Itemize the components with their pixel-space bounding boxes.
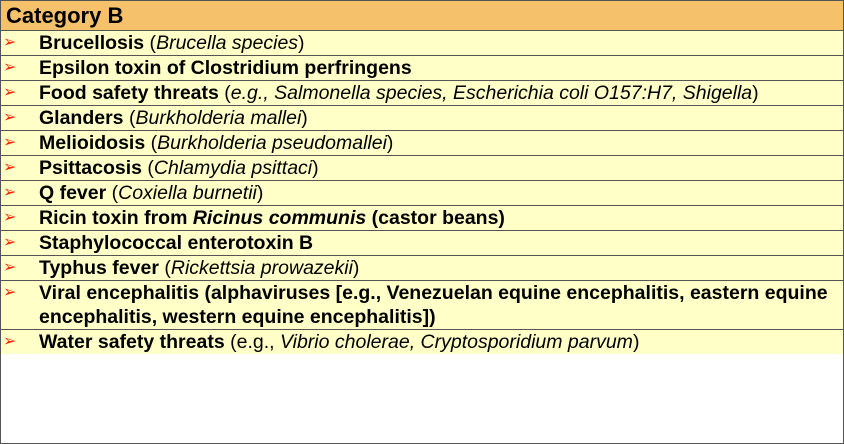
arrow-bullet-icon: ➢ bbox=[3, 333, 17, 350]
item-name-part: (castor beans) bbox=[366, 207, 505, 229]
paren-open: ( bbox=[218, 82, 231, 104]
arrow-bullet-icon: ➢ bbox=[3, 234, 17, 251]
item-detail: Rickettsia prowazekii bbox=[170, 257, 353, 279]
arrow-bullet-icon: ➢ bbox=[3, 59, 17, 76]
paren-close: ) bbox=[298, 32, 305, 54]
paren-close: ) bbox=[386, 132, 394, 154]
item-detail: Coxiella burnetii bbox=[118, 182, 257, 204]
item-name: Water safety threats bbox=[39, 331, 225, 353]
paren-close: ) bbox=[632, 331, 640, 353]
list-item: ➢ Psittacosis (Chlamydia psittaci) bbox=[1, 156, 843, 181]
item-name: Food safety threats bbox=[39, 82, 219, 104]
item-detail: Burkholderia mallei bbox=[135, 107, 302, 129]
list-item: ➢ Brucellosis (Brucella species) bbox=[1, 31, 843, 56]
arrow-bullet-icon: ➢ bbox=[3, 84, 17, 101]
list-item: ➢ Melioidosis (Burkholderia pseudomallei… bbox=[1, 131, 843, 156]
paren-open: (e.g., bbox=[224, 331, 280, 353]
item-text: Food safety threats (e.g., Salmonella sp… bbox=[39, 81, 843, 105]
arrow-bullet-icon: ➢ bbox=[3, 134, 17, 151]
item-text: Water safety threats (e.g., Vibrio chole… bbox=[39, 330, 843, 354]
item-text: Viral encephalitis (alphaviruses [e.g., … bbox=[39, 281, 843, 329]
table-header: Category B bbox=[1, 1, 843, 31]
item-text: Typhus fever (Rickettsia prowazekii) bbox=[39, 256, 843, 280]
paren-close: ) bbox=[352, 257, 360, 279]
arrow-bullet-icon: ➢ bbox=[3, 209, 17, 226]
item-text: Ricin toxin from Ricinus communis (casto… bbox=[39, 206, 843, 230]
item-name: Psittacosis bbox=[39, 157, 142, 179]
item-name: Epsilon toxin of Clostridium perfringens bbox=[39, 57, 412, 79]
list-item: ➢ Water safety threats (e.g., Vibrio cho… bbox=[1, 330, 843, 354]
item-name: Q fever bbox=[39, 182, 107, 204]
item-name: Viral encephalitis (alphaviruses [e.g., … bbox=[39, 282, 828, 328]
item-text: Epsilon toxin of Clostridium perfringens bbox=[39, 56, 843, 80]
item-name: Brucellosis bbox=[39, 32, 145, 54]
list-item: ➢ Staphylococcal enterotoxin B bbox=[1, 231, 843, 256]
paren-open: ( bbox=[158, 257, 171, 279]
item-text: Q fever (Coxiella burnetii) bbox=[39, 181, 843, 205]
paren-close: ) bbox=[301, 107, 308, 129]
item-detail: Chlamydia psittaci bbox=[153, 157, 313, 179]
item-detail: Vibrio cholerae, Cryptosporidium parvum bbox=[279, 331, 633, 353]
paren-close: ) bbox=[256, 182, 264, 204]
list-item: ➢ Q fever (Coxiella burnetii) bbox=[1, 181, 843, 206]
list-item: ➢ Ricin toxin from Ricinus communis (cas… bbox=[1, 206, 843, 231]
item-name-part: Ricin toxin from bbox=[39, 207, 193, 229]
item-name: Glanders bbox=[39, 107, 124, 129]
item-text: Brucellosis (Brucella species) bbox=[39, 31, 843, 55]
item-detail: Brucella species bbox=[156, 32, 299, 54]
list-item: ➢ Epsilon toxin of Clostridium perfringe… bbox=[1, 56, 843, 81]
item-detail: e.g., Salmonella species, Escherichia co… bbox=[230, 82, 753, 104]
arrow-bullet-icon: ➢ bbox=[3, 109, 17, 126]
paren-open: ( bbox=[123, 107, 136, 129]
arrow-bullet-icon: ➢ bbox=[3, 159, 17, 176]
paren-open: ( bbox=[144, 32, 157, 54]
list-item: ➢ Glanders (Burkholderia mallei) bbox=[1, 106, 843, 131]
item-text: Melioidosis (Burkholderia pseudomallei) bbox=[39, 131, 843, 155]
item-name: Typhus fever bbox=[39, 257, 159, 279]
paren-close: ) bbox=[752, 82, 759, 104]
item-name-italic: Ricinus communis bbox=[192, 207, 367, 229]
paren-open: ( bbox=[145, 132, 158, 154]
item-text: Staphylococcal enterotoxin B bbox=[39, 231, 843, 255]
item-name: Staphylococcal enterotoxin B bbox=[39, 232, 314, 254]
paren-close: ) bbox=[312, 157, 319, 179]
arrow-bullet-icon: ➢ bbox=[3, 259, 17, 276]
item-text: Psittacosis (Chlamydia psittaci) bbox=[39, 156, 843, 180]
paren-open: ( bbox=[106, 182, 119, 204]
arrow-bullet-icon: ➢ bbox=[3, 34, 17, 51]
list-item: ➢ Typhus fever (Rickettsia prowazekii) bbox=[1, 256, 843, 281]
item-name: Melioidosis bbox=[39, 132, 146, 154]
list-item: ➢ Food safety threats (e.g., Salmonella … bbox=[1, 81, 843, 106]
list-item: ➢ Viral encephalitis (alphaviruses [e.g.… bbox=[1, 281, 843, 330]
arrow-bullet-icon: ➢ bbox=[3, 184, 17, 201]
item-detail: Burkholderia pseudomallei bbox=[157, 132, 387, 154]
item-text: Glanders (Burkholderia mallei) bbox=[39, 106, 843, 130]
paren-open: ( bbox=[141, 157, 154, 179]
arrow-bullet-icon: ➢ bbox=[3, 284, 17, 301]
